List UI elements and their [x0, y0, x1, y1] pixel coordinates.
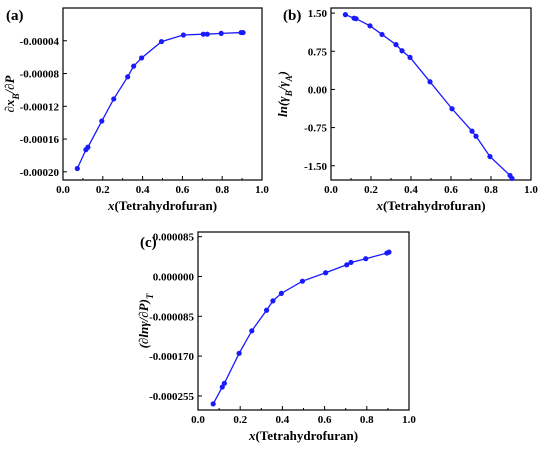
data-point — [125, 74, 131, 80]
data-point — [236, 350, 242, 356]
data-point — [509, 175, 515, 182]
data-point — [393, 42, 399, 48]
data-point — [158, 38, 165, 45]
panel-label: (c) — [140, 235, 157, 251]
x-tick-label: 0.2 — [364, 184, 378, 196]
x-tick-label: 0.2 — [233, 414, 247, 426]
x-tick-label: 0.0 — [191, 414, 205, 426]
data-point — [299, 278, 306, 284]
y-axis-label: ln(γB/γA) — [275, 71, 294, 117]
x-tick-label: 1.0 — [255, 184, 269, 196]
x-tick-label: 0.4 — [404, 184, 418, 196]
y-tick-label: 1.50 — [308, 8, 328, 20]
x-axis-label: x(Tetrahydrofuran) — [107, 198, 217, 213]
x-tick-label: 0.2 — [96, 184, 110, 196]
data-point — [278, 290, 284, 296]
data-point — [270, 298, 276, 304]
x-axis-label: x(Tetrahydrofuran) — [248, 428, 358, 443]
chart-panel-3: 0.0 0.2 0.4 0.6 0.8 1.0 0.000085 0.000000 -0.000… — [136, 231, 416, 443]
data-point — [399, 48, 405, 54]
plot-frame — [330, 7, 532, 181]
data-point — [427, 79, 433, 85]
y-tick-label: -0.00008 — [20, 69, 60, 81]
data-point — [363, 256, 369, 262]
data-point — [379, 31, 385, 38]
series-line — [76, 31, 244, 169]
data-point — [344, 262, 350, 268]
series-line — [212, 251, 390, 405]
y-tick-label: -0.00020 — [20, 167, 60, 179]
data-point — [240, 29, 246, 36]
x-tick-label: 0.8 — [215, 184, 229, 196]
y-tick-label: -0.00016 — [20, 134, 60, 146]
y-tick-label: -0.00004 — [20, 36, 60, 48]
data-point — [323, 270, 329, 276]
plot-frame — [62, 7, 263, 181]
data-point — [367, 23, 373, 29]
data-point — [263, 307, 270, 313]
data-point — [218, 30, 224, 36]
x-tick-label: 1.0 — [524, 184, 538, 196]
x-tick-label: 0.6 — [444, 184, 458, 196]
data-point — [74, 165, 80, 172]
data-point — [200, 31, 206, 37]
data-point — [85, 144, 91, 150]
y-tick-label: -0.00012 — [20, 101, 60, 113]
series-line — [345, 14, 513, 179]
data-point — [487, 153, 493, 160]
data-point — [210, 401, 216, 407]
data-point — [342, 12, 348, 18]
x-tick-label: 0.8 — [360, 414, 374, 426]
y-axis-label: (∂lnγ/∂P)T — [136, 293, 155, 348]
data-point — [407, 54, 413, 60]
data-point — [221, 380, 227, 386]
chart-panel-2: 0.0 0.2 0.4 0.6 0.8 1.0 1.50 0.75 0.00 -0.75 -1.50… — [275, 7, 538, 213]
y-tick-label: 0.000000 — [153, 272, 195, 284]
data-point — [131, 63, 137, 69]
y-tick-label: -1.50 — [304, 161, 327, 173]
data-point — [99, 118, 105, 124]
y-axis-label: ∂xB/∂P — [2, 74, 21, 112]
y-tick-label: -0.000085 — [149, 311, 194, 323]
panel-label: (a) — [6, 8, 24, 24]
data-point — [204, 31, 210, 37]
y-tick-label: -0.000170 — [149, 351, 194, 363]
data-point — [473, 133, 479, 139]
plot-frame — [197, 231, 410, 411]
panel-label: (b) — [283, 8, 301, 24]
data-point — [348, 259, 354, 266]
y-tick-label: 0.75 — [308, 46, 328, 58]
data-point — [249, 328, 255, 334]
x-tick-label: 1.0 — [402, 414, 416, 426]
data-point — [139, 55, 145, 61]
data-point — [469, 128, 475, 134]
data-point — [111, 96, 117, 102]
y-tick-label: -0.000255 — [149, 391, 194, 403]
x-tick-label: 0.6 — [318, 414, 332, 426]
x-tick-label: 0.8 — [484, 184, 498, 196]
chart-panel-1: 0.0 0.2 0.4 0.6 0.8 1.0 -0.00004 -0.00008 -0.000… — [2, 7, 269, 213]
x-tick-label: 0.0 — [56, 184, 70, 196]
x-tick-label: 0.4 — [136, 184, 150, 196]
x-tick-label: 0.6 — [176, 184, 190, 196]
data-point — [449, 106, 455, 112]
data-point — [180, 32, 186, 38]
x-axis-label: x(Tetrahydrofuran) — [375, 198, 485, 213]
y-tick-label: 0.00 — [308, 84, 328, 96]
x-tick-label: 0.4 — [276, 414, 290, 426]
y-tick-label: 0.000085 — [153, 232, 195, 244]
x-tick-label: 0.0 — [324, 184, 338, 196]
data-point — [386, 249, 392, 255]
y-tick-label: -0.75 — [304, 123, 327, 135]
data-point — [353, 16, 359, 22]
